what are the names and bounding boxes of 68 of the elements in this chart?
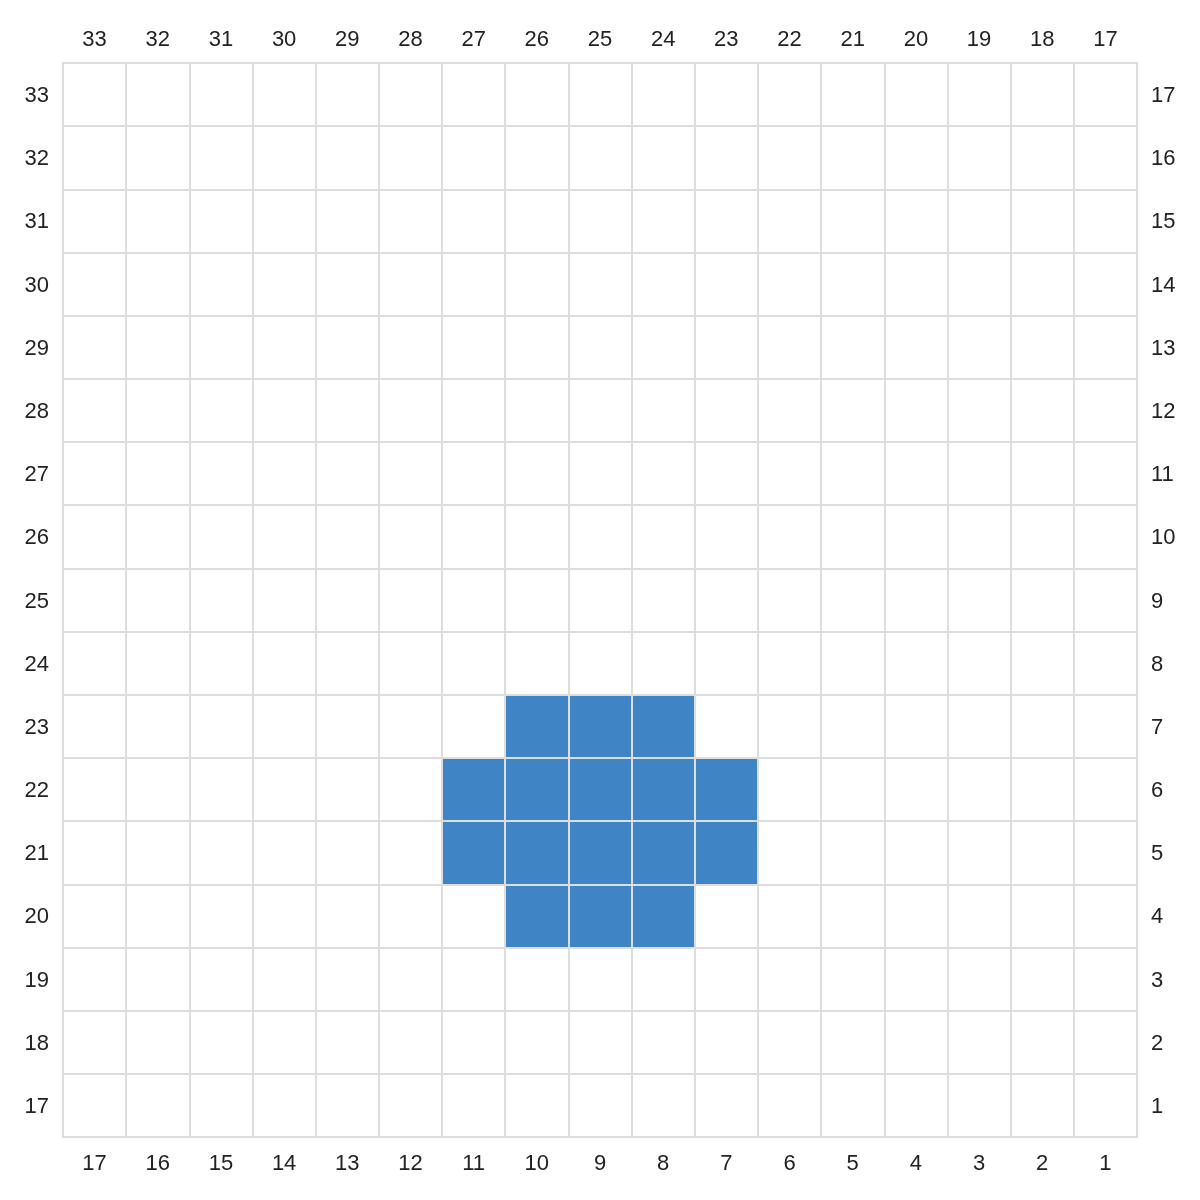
x2-tick-label: 18 (1029, 25, 1055, 51)
y-tick-label: 22 (24, 777, 49, 803)
x2-tick-label: 24 (650, 25, 676, 51)
x-tick-label: 14 (271, 1149, 297, 1175)
y-tick-label: 18 (24, 1029, 49, 1055)
x-tick-label: 12 (398, 1149, 423, 1175)
x2-tick-label: 28 (398, 25, 423, 51)
y-tick-label: 17 (24, 1092, 49, 1118)
x2-tick-label: 23 (714, 25, 739, 51)
y2-tick-label: 1 (1151, 1092, 1164, 1118)
y2-tick-label: 11 (1151, 461, 1174, 487)
x2-tick-label: 22 (777, 25, 802, 51)
y2-tick-label: 5 (1151, 840, 1164, 866)
y2-tick-label: 10 (1151, 524, 1176, 550)
y2-tick-label: 3 (1151, 966, 1164, 992)
y2-tick-label: 13 (1151, 334, 1176, 360)
y-tick-label: 23 (24, 713, 49, 739)
x2-tick-label: 26 (524, 25, 550, 51)
y-tick-label: 26 (24, 524, 49, 550)
y2-tick-label: 15 (1151, 208, 1176, 234)
y2-tick-label: 14 (1151, 271, 1176, 297)
x-tick-label: 10 (524, 1149, 550, 1175)
y2-tick-label: 9 (1151, 587, 1164, 613)
x2-tick-label: 27 (461, 25, 486, 51)
y-tick-label: 21 (24, 840, 49, 866)
x-tick-label: 5 (846, 1149, 859, 1175)
x-tick-label: 11 (462, 1149, 486, 1175)
y-tick-label: 19 (24, 966, 49, 992)
y-tick-label: 24 (24, 650, 49, 676)
y2-tick-label: 2 (1151, 1029, 1164, 1055)
x2-tick-label: 29 (335, 25, 360, 51)
x2-tick-label: 33 (82, 25, 107, 51)
y2-tick-label: 8 (1151, 650, 1164, 676)
x-tick-label: 13 (335, 1149, 360, 1175)
x-tick-label: 6 (783, 1149, 796, 1175)
x-tick-label: 8 (657, 1149, 670, 1175)
y-tick-label: 32 (24, 145, 49, 171)
y-tick-label: 27 (24, 461, 49, 487)
x-tick-label: 16 (145, 1149, 171, 1175)
y-tick-label: 29 (24, 334, 49, 360)
y2-tick-label: 12 (1151, 397, 1176, 423)
x-tick-label: 2 (1036, 1149, 1049, 1175)
y2-tick-label: 6 (1151, 777, 1164, 803)
x2-tick-label: 30 (271, 25, 297, 51)
y2-tick-label: 17 (1151, 82, 1176, 108)
y-tick-label: 20 (24, 903, 49, 929)
x-tick-label: 1 (1099, 1149, 1112, 1175)
x-tick-label: 3 (972, 1149, 986, 1175)
y-tick-label: 30 (24, 271, 49, 297)
x2-tick-label: 19 (966, 25, 992, 51)
x2-tick-label: 17 (1093, 25, 1118, 51)
y-tick-label: 28 (24, 397, 49, 423)
y-tick-label: 25 (24, 587, 49, 613)
x-tick-label: 4 (909, 1149, 923, 1175)
x-tick-label: 15 (208, 1149, 234, 1175)
y2-tick-label: 16 (1151, 145, 1176, 171)
x2-tick-label: 32 (145, 25, 171, 51)
x2-tick-label: 21 (840, 25, 865, 51)
y-tick-label: 31 (24, 208, 49, 234)
x2-tick-label: 31 (208, 25, 234, 51)
x-tick-label: 7 (720, 1149, 733, 1175)
y2-tick-label: 7 (1151, 713, 1164, 739)
x2-tick-label: 20 (903, 25, 929, 51)
x-tick-label: 9 (593, 1149, 607, 1175)
y-tick-label: 33 (24, 82, 49, 108)
x-tick-label: 17 (82, 1149, 107, 1175)
x2-tick-label: 25 (587, 25, 613, 51)
y2-tick-label: 4 (1151, 903, 1164, 929)
